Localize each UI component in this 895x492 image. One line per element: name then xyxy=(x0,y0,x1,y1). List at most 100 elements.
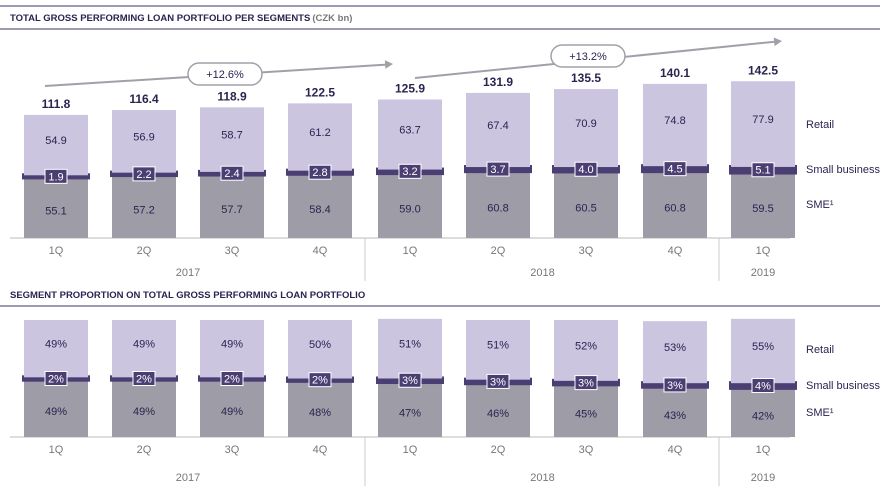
value-label: 2.2 xyxy=(136,169,151,181)
value-label-box xyxy=(44,371,68,386)
value-label: 2% xyxy=(312,375,328,387)
value-label: 67.4 xyxy=(487,120,508,132)
year-label: 2017 xyxy=(176,267,200,279)
bar-segment xyxy=(288,103,352,171)
bar-segment xyxy=(731,387,795,437)
year-label: 2019 xyxy=(751,267,775,279)
value-label-box xyxy=(663,161,687,177)
chart-unit: (CZK bn) xyxy=(312,13,352,24)
bar-segment xyxy=(554,171,618,238)
total-label: 142.5 xyxy=(748,63,778,77)
bar-segment xyxy=(554,320,618,381)
x-tick-label: 4Q xyxy=(313,245,328,257)
x-tick-label: 1Q xyxy=(49,444,64,456)
value-label: 49% xyxy=(133,339,155,351)
value-label: 55% xyxy=(752,341,774,353)
value-label: 60.5 xyxy=(575,203,596,215)
annotation: +12.6% xyxy=(206,69,244,81)
value-label: 3% xyxy=(402,375,418,387)
value-label: 42% xyxy=(752,410,774,422)
value-label: 50% xyxy=(309,339,331,351)
bar-segment xyxy=(24,320,88,378)
value-label: 51% xyxy=(399,339,421,351)
value-label: 3% xyxy=(490,376,506,388)
value-label: 77.9 xyxy=(752,114,773,126)
year-label: 2018 xyxy=(530,472,554,484)
value-label: 49% xyxy=(133,406,155,418)
bar-segment xyxy=(643,171,707,238)
bar-segment xyxy=(378,318,442,379)
value-label: 55.1 xyxy=(45,206,66,218)
value-label: 49% xyxy=(45,339,67,351)
value-label-box xyxy=(308,164,332,180)
x-tick-label: 4Q xyxy=(668,444,683,456)
value-label: 2% xyxy=(136,373,152,385)
x-tick-label: 3Q xyxy=(579,444,594,456)
value-label: 3.2 xyxy=(402,166,417,178)
value-label: 4.5 xyxy=(667,164,682,176)
chart-title: SEGMENT PROPORTION ON TOTAL GROSS PERFOR… xyxy=(10,290,365,301)
legend-label: Small business xyxy=(806,380,880,392)
x-tick-label: 3Q xyxy=(225,245,240,257)
bar-segment xyxy=(554,89,618,168)
bar-segment xyxy=(731,172,795,238)
bar-segment xyxy=(200,107,264,172)
value-label: 49% xyxy=(221,339,243,351)
value-label: 3.7 xyxy=(490,164,505,176)
value-label: 59.0 xyxy=(399,203,420,215)
value-label: 51% xyxy=(487,340,509,352)
value-label-box xyxy=(751,162,775,178)
year-label: 2018 xyxy=(530,267,554,279)
value-label: 4.0 xyxy=(578,164,593,176)
bar-segment xyxy=(24,379,88,437)
bar-segment xyxy=(24,177,88,238)
value-label: 60.8 xyxy=(487,202,508,214)
value-label: 53% xyxy=(664,342,686,354)
value-label: 46% xyxy=(487,408,509,420)
value-label: 3% xyxy=(578,378,594,390)
bar-segment xyxy=(378,173,442,238)
value-label: 60.8 xyxy=(664,202,685,214)
value-label: 45% xyxy=(575,409,597,421)
value-label: 1.9 xyxy=(48,171,63,183)
bar-segment xyxy=(288,320,352,379)
value-label: 5.1 xyxy=(755,165,770,177)
total-label: 140.1 xyxy=(660,66,690,80)
value-label-box xyxy=(220,165,244,181)
bar-segment xyxy=(643,321,707,384)
bar-segment xyxy=(731,81,795,167)
annotation-pill xyxy=(550,44,626,68)
year-label: 2019 xyxy=(751,472,775,484)
value-label-box xyxy=(574,375,598,391)
value-label: 61.2 xyxy=(309,127,330,139)
chart-title: TOTAL GROSS PERFORMING LOAN PORTFOLIO PE… xyxy=(10,13,352,24)
bar-segment xyxy=(112,379,176,437)
value-label: 47% xyxy=(399,407,421,419)
value-label-box xyxy=(132,166,156,182)
bar-segment xyxy=(200,174,264,238)
x-tick-label: 1Q xyxy=(49,245,64,257)
x-tick-label: 1Q xyxy=(756,444,771,456)
year-label: 2017 xyxy=(176,472,200,484)
bar-segment xyxy=(643,83,707,167)
value-label: 57.7 xyxy=(221,204,242,216)
value-label: 74.8 xyxy=(664,115,685,127)
total-label: 111.8 xyxy=(42,97,71,111)
bar-segment xyxy=(466,383,530,437)
value-label-box xyxy=(751,378,775,394)
value-label-box xyxy=(398,372,422,388)
annotation: +13.2% xyxy=(569,51,607,63)
bar-segment xyxy=(112,320,176,378)
bar-segment xyxy=(466,92,530,168)
legend-label: SME¹ xyxy=(806,407,834,419)
annotation-pill xyxy=(187,62,263,86)
bar-segment xyxy=(200,379,264,437)
total-label: 122.5 xyxy=(305,85,335,99)
value-label: 49% xyxy=(45,406,67,418)
legend-label: SME¹ xyxy=(806,199,834,211)
x-tick-label: 3Q xyxy=(225,444,240,456)
value-label-box xyxy=(308,372,332,388)
value-label-box xyxy=(44,168,68,184)
value-label-box xyxy=(486,373,510,389)
